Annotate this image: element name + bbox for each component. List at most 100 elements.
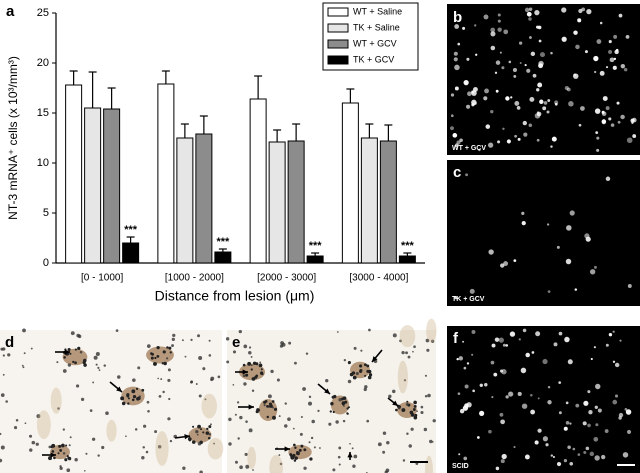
cell-dot bbox=[594, 405, 598, 409]
cell-dot bbox=[550, 51, 553, 55]
cell-dot bbox=[597, 408, 602, 413]
cell-dot bbox=[516, 106, 521, 110]
grain bbox=[293, 459, 297, 462]
grain bbox=[248, 346, 252, 349]
cell-dot bbox=[477, 436, 480, 439]
cell-dot bbox=[458, 356, 464, 361]
grain bbox=[0, 347, 4, 351]
grain bbox=[126, 393, 130, 397]
cell-dot bbox=[561, 7, 567, 13]
cell-dot bbox=[517, 391, 522, 397]
grain bbox=[167, 368, 171, 372]
grain bbox=[252, 361, 257, 366]
bar bbox=[268, 141, 286, 264]
cell-dot bbox=[537, 397, 540, 400]
grain bbox=[364, 385, 368, 389]
faint-cell bbox=[426, 318, 437, 343]
cell-dot bbox=[529, 96, 535, 102]
cell-dot bbox=[584, 50, 588, 54]
cell-dot bbox=[595, 423, 599, 427]
cell-dot bbox=[556, 461, 562, 467]
grain bbox=[382, 450, 386, 454]
arrow-head bbox=[248, 404, 254, 410]
error-bar bbox=[365, 123, 374, 138]
bar bbox=[157, 83, 175, 264]
bar bbox=[122, 242, 140, 264]
grain bbox=[239, 415, 243, 420]
grain bbox=[432, 419, 436, 423]
grain bbox=[196, 433, 199, 436]
cell-dot bbox=[471, 99, 477, 106]
grain bbox=[288, 341, 292, 345]
cell-dot bbox=[508, 391, 514, 397]
faint-cell bbox=[247, 446, 256, 469]
grain bbox=[160, 378, 163, 381]
grain bbox=[65, 444, 68, 447]
error-bar bbox=[180, 123, 189, 138]
cell-dot bbox=[627, 284, 632, 288]
panel-label: f bbox=[453, 330, 459, 347]
grain bbox=[79, 350, 83, 354]
grain bbox=[368, 328, 371, 332]
grain bbox=[343, 405, 345, 407]
cell-dot bbox=[568, 101, 574, 107]
error-bar bbox=[311, 252, 320, 256]
cell-dot bbox=[485, 124, 491, 129]
grain bbox=[238, 329, 242, 334]
grain bbox=[51, 443, 56, 448]
grain bbox=[167, 417, 171, 421]
grain bbox=[305, 352, 309, 355]
cell-dot bbox=[490, 31, 496, 37]
x-tick-label: [3000 - 4000] bbox=[349, 273, 408, 284]
grain bbox=[29, 448, 33, 452]
grain bbox=[251, 377, 256, 381]
grain bbox=[153, 361, 157, 366]
grain bbox=[338, 446, 342, 450]
cell-dot bbox=[577, 453, 581, 456]
cell-dot bbox=[479, 383, 483, 387]
cell-dot bbox=[528, 123, 533, 127]
y-tick-label: 15 bbox=[37, 107, 49, 119]
bar bbox=[65, 84, 83, 264]
grain bbox=[273, 407, 278, 411]
arrow-head bbox=[242, 369, 248, 375]
cell-dot bbox=[539, 52, 546, 58]
bar bbox=[398, 255, 416, 264]
cell-dot bbox=[529, 36, 532, 39]
cell-dot bbox=[605, 106, 610, 111]
cell-dot bbox=[483, 14, 489, 20]
grain bbox=[242, 363, 246, 367]
cell-dot bbox=[520, 367, 527, 374]
grain bbox=[59, 465, 62, 468]
bar bbox=[103, 108, 121, 264]
cell-dot bbox=[488, 142, 494, 148]
cell-dot bbox=[542, 358, 548, 365]
grain bbox=[272, 415, 276, 420]
grain bbox=[366, 369, 370, 373]
panel-label: e bbox=[232, 334, 240, 351]
grain bbox=[271, 400, 275, 403]
grain bbox=[127, 397, 130, 400]
grain bbox=[310, 436, 314, 440]
grain bbox=[69, 436, 72, 439]
grain bbox=[68, 444, 71, 447]
cell-dot bbox=[508, 60, 512, 64]
grain bbox=[15, 418, 19, 422]
cell-dot bbox=[565, 258, 572, 265]
grain bbox=[101, 445, 105, 450]
cell-dot bbox=[590, 357, 593, 361]
grain bbox=[36, 414, 41, 419]
cell-dot bbox=[564, 336, 570, 343]
arrow-head bbox=[392, 400, 398, 406]
cell-dot bbox=[604, 429, 609, 434]
y-axis-label: NT-3 mRNA⁺ cells (x 10³/mm³) bbox=[6, 56, 20, 220]
grain bbox=[63, 356, 66, 359]
grain bbox=[190, 338, 193, 342]
cell-dot bbox=[624, 408, 628, 411]
grain bbox=[157, 444, 162, 449]
grain bbox=[202, 431, 205, 434]
grain bbox=[95, 351, 100, 356]
grain bbox=[190, 380, 194, 384]
cell-dot bbox=[582, 421, 587, 426]
grain bbox=[347, 361, 351, 365]
